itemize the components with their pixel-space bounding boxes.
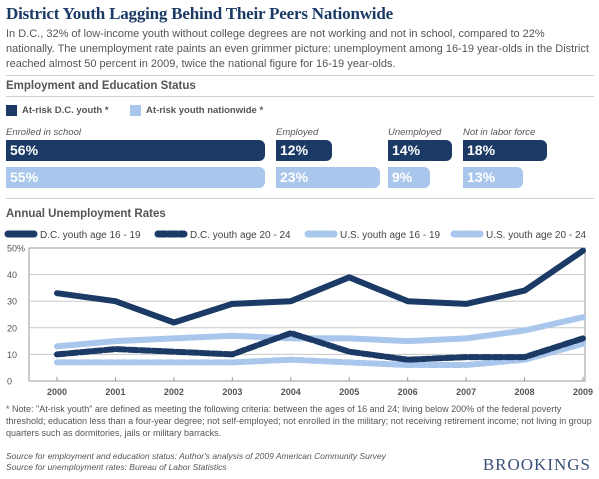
series-2-point: [347, 350, 351, 354]
series-line-3: [54, 314, 586, 350]
series-1-point: [172, 320, 176, 324]
legend-label-series-2: D.C. youth age 20 - 24: [190, 230, 291, 241]
series-3-point: [464, 336, 468, 340]
x-tick-label: 2000: [47, 387, 67, 397]
legend-label-series-1: D.C. youth age 16 - 19: [40, 230, 141, 241]
legend-swatch-national: [130, 105, 141, 116]
series-4-point: [464, 363, 468, 367]
series-1-point: [523, 289, 527, 293]
series-3-point: [55, 344, 59, 348]
series-1-point: [113, 299, 117, 303]
series-2-point: [172, 350, 176, 354]
y-tick-label: 40: [7, 270, 17, 280]
series-3-point: [347, 336, 351, 340]
source-employment: Source for employment and education stat…: [6, 451, 386, 461]
y-tick-label: 20: [7, 323, 17, 333]
series-3-point: [406, 339, 410, 343]
series-2-point: [230, 352, 234, 356]
series-2-point: [581, 336, 585, 340]
series-2-point: [113, 347, 117, 351]
series-1-point: [55, 291, 59, 295]
series-3-point: [581, 315, 585, 319]
series-4-point: [289, 358, 293, 362]
series-4-point: [172, 360, 176, 364]
y-tick-label: 30: [7, 297, 17, 307]
group-label-unemployed: Unemployed: [388, 127, 442, 138]
series-2-point: [464, 355, 468, 359]
x-tick-label: 2002: [164, 387, 184, 397]
legend-label-national: At-risk youth nationwide *: [146, 105, 264, 116]
series-4-point: [406, 363, 410, 367]
series-3-point: [230, 334, 234, 338]
series-line-1: [54, 247, 586, 326]
series-3-point: [172, 336, 176, 340]
series-line-4: [54, 340, 586, 368]
series-1-point: [464, 302, 468, 306]
series-4-point: [55, 360, 59, 364]
source-unemployment: Source for unemployment rates: Bureau of…: [6, 462, 227, 472]
page-title: District Youth Lagging Behind Their Peer…: [6, 4, 393, 23]
x-tick-label: 2006: [398, 387, 418, 397]
series-2-point: [289, 331, 293, 335]
bar-unemployed-dc: 14%: [388, 140, 452, 161]
y-tick-label: 10: [7, 350, 17, 360]
series-1-point: [581, 249, 585, 253]
series-1-point: [289, 299, 293, 303]
x-tick-label: 2003: [222, 387, 242, 397]
group-label-enrolled: Enrolled in school: [6, 127, 81, 138]
bar-employed-dc: 12%: [276, 140, 332, 161]
series-1-point: [347, 275, 351, 279]
x-tick-label: 2001: [105, 387, 125, 397]
footnote: * Note: "At-risk youth" are defined as m…: [6, 404, 592, 438]
series-2-point: [406, 358, 410, 362]
brookings-logo: BROOKINGS: [482, 455, 591, 474]
series-3-point: [289, 336, 293, 340]
legend-label-dc: At-risk D.C. youth *: [22, 105, 109, 116]
legend-label-series-3: U.S. youth age 16 - 19: [340, 230, 441, 241]
group-label-not-in-labor-force: Not in labor force: [463, 127, 536, 138]
y-tick-label: 0: [7, 377, 12, 387]
intro-text: In D.C., 32% of low-income youth without…: [6, 28, 589, 70]
series-4-point: [113, 360, 117, 364]
series-line-2: [54, 330, 586, 363]
divider: [6, 96, 594, 97]
unemployment-line-chart: D.C. youth age 16 - 19 D.C. youth age 20 …: [4, 230, 593, 397]
group-label-employed: Employed: [276, 127, 319, 138]
plot-frame: [28, 247, 586, 382]
series-2-point: [523, 355, 527, 359]
x-tick-label: 2007: [456, 387, 476, 397]
x-tick-label: 2008: [515, 387, 535, 397]
employment-heading: Employment and Education Status: [6, 80, 196, 92]
x-tick-label: 2009: [573, 387, 593, 397]
divider: [6, 75, 594, 76]
y-tick-label: 50%: [7, 244, 25, 254]
series-3-point: [523, 328, 527, 332]
series-1-point: [406, 299, 410, 303]
unemployment-heading: Annual Unemployment Rates: [6, 208, 166, 220]
x-tick-label: 2005: [339, 387, 359, 397]
bar-enrolled-national: 55%: [6, 167, 265, 188]
series-4-point: [347, 360, 351, 364]
series-4-point: [230, 360, 234, 364]
bar-not-in-labor-force-dc: 18%: [463, 140, 547, 161]
legend-label-series-4: U.S. youth age 20 - 24: [486, 230, 587, 241]
divider: [6, 198, 594, 199]
series-4-point: [581, 342, 585, 346]
legend-swatch-dc: [6, 105, 17, 116]
series-3-point: [113, 339, 117, 343]
bar-enrolled-dc: 56%: [6, 140, 265, 161]
x-tick-label: 2004: [281, 387, 301, 397]
bar-unemployed-national: 9%: [388, 167, 430, 188]
series-1-point: [230, 302, 234, 306]
bar-not-in-labor-force-national: 13%: [463, 167, 523, 188]
bar-employed-national: 23%: [276, 167, 380, 188]
series-2-point: [55, 352, 59, 356]
